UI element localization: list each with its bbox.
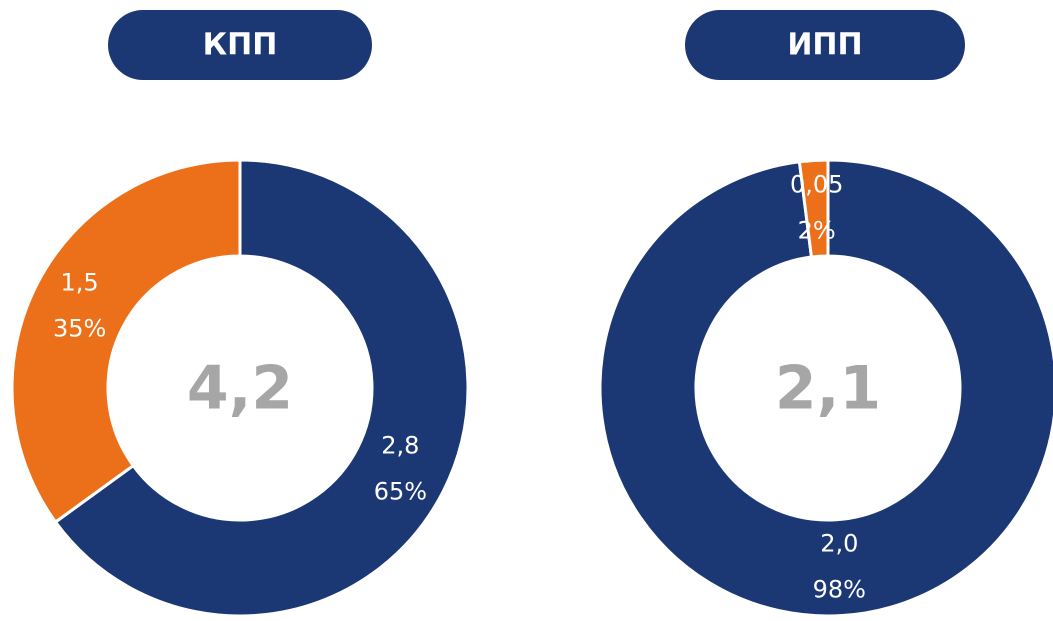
value-label: 98% — [813, 576, 866, 604]
amount-label: 0,05 — [790, 170, 843, 198]
value-label: 2% — [798, 216, 836, 244]
amount-label: 2,8 — [381, 432, 419, 460]
donut-segment — [10, 158, 242, 525]
chart-title: ИПП — [787, 28, 862, 63]
center-total: 4,2 — [187, 354, 293, 424]
chart-title: КПП — [203, 28, 278, 63]
title-pill — [685, 10, 965, 80]
value-label: 35% — [53, 314, 106, 342]
center-total: 2,1 — [775, 354, 881, 424]
donut-segment — [598, 158, 1053, 618]
amount-label: 1,5 — [61, 268, 99, 296]
donut-segment — [797, 158, 830, 259]
amount-label: 2,0 — [820, 530, 858, 558]
title-pill — [108, 10, 372, 80]
value-label: 65% — [374, 478, 427, 506]
donut-segment — [53, 158, 470, 618]
